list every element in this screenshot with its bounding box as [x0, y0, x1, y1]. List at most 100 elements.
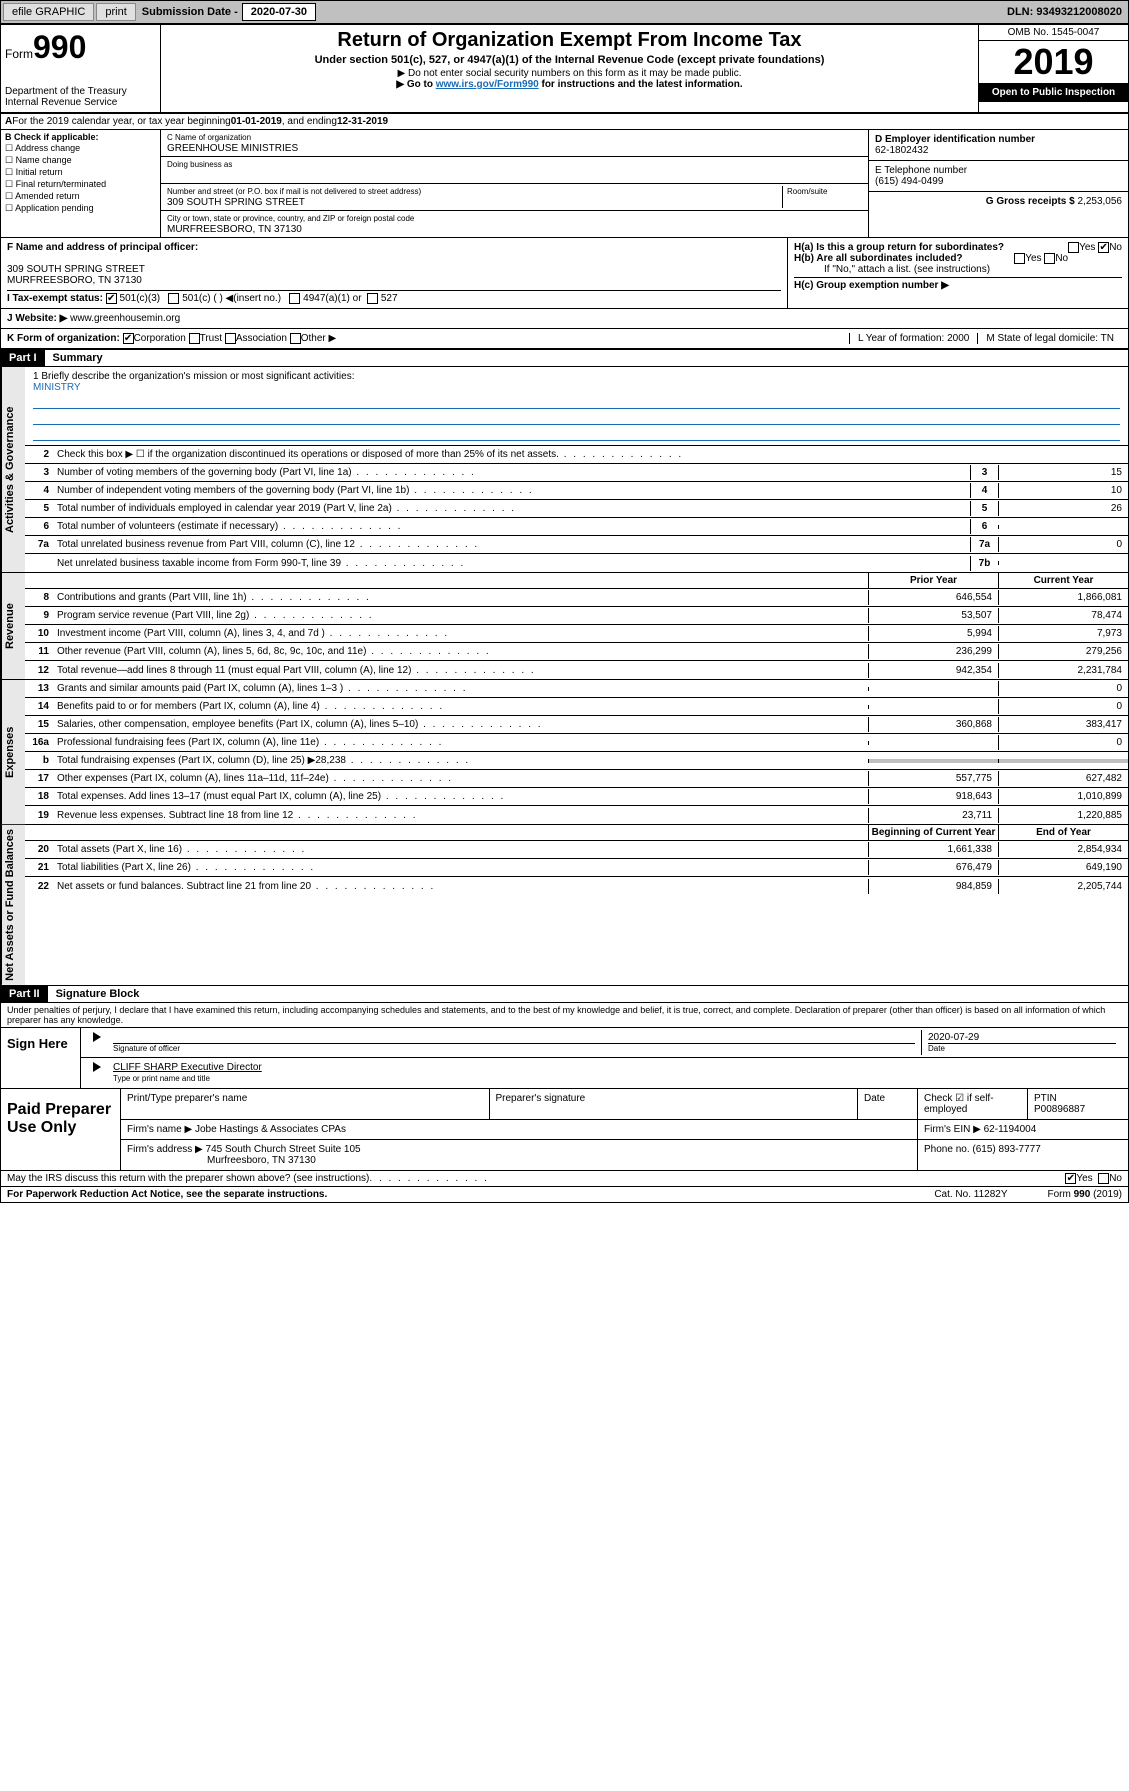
- 527-label: 527: [381, 293, 398, 304]
- print-button[interactable]: print: [96, 3, 135, 21]
- e-label: E Telephone number: [875, 165, 967, 176]
- form-number: 990: [33, 29, 86, 65]
- ha-label: H(a) Is this a group return for subordin…: [794, 242, 1004, 253]
- omb-number: OMB No. 1545-0047: [979, 25, 1128, 41]
- fgh-block: F Name and address of principal officer:…: [1, 238, 1128, 309]
- line-2: 2Check this box ▶ ☐ if the organization …: [25, 446, 1128, 464]
- subtitle-1: Under section 501(c), 527, or 4947(a)(1)…: [165, 54, 974, 66]
- cb-501c3[interactable]: ✔: [106, 293, 117, 304]
- arrow-icon: [93, 1062, 101, 1072]
- line-15: 15Salaries, other compensation, employee…: [25, 716, 1128, 734]
- line-: Net unrelated business taxable income fr…: [25, 554, 1128, 572]
- revenue-section: Revenue Prior YearCurrent Year 8Contribu…: [1, 573, 1128, 680]
- hb-yes[interactable]: [1014, 253, 1025, 264]
- cb-amended[interactable]: ☐ Amended return: [5, 191, 156, 202]
- cb-application-pending[interactable]: ☐ Application pending: [5, 203, 156, 214]
- form-label: Form: [5, 47, 33, 61]
- irs-link[interactable]: www.irs.gov/Form990: [436, 79, 539, 90]
- assoc-label: Association: [236, 333, 287, 344]
- vtab-net-assets: Net Assets or Fund Balances: [1, 825, 25, 985]
- b-label: B Check if applicable:: [5, 132, 99, 142]
- line-18: 18Total expenses. Add lines 13–17 (must …: [25, 788, 1128, 806]
- website-row: J Website: ▶ www.greenhousemin.org: [1, 309, 1128, 329]
- line-10: 10Investment income (Part VIII, column (…: [25, 625, 1128, 643]
- part1-title: Summary: [45, 350, 111, 366]
- firm-phone: (615) 893-7777: [972, 1144, 1040, 1155]
- other-label: Other ▶: [301, 333, 336, 344]
- self-employed-hdr: Check ☑ if self-employed: [918, 1089, 1028, 1119]
- identification-block: B Check if applicable: ☐ Address change …: [1, 130, 1128, 238]
- vtab-expenses: Expenses: [1, 680, 25, 824]
- trust-label: Trust: [200, 333, 222, 344]
- line-22: 22Net assets or fund balances. Subtract …: [25, 877, 1128, 895]
- officer-name: CLIFF SHARP Executive Director: [113, 1062, 262, 1073]
- arrow-icon: [93, 1032, 101, 1042]
- firm-addr-label: Firm's address ▶: [127, 1144, 203, 1155]
- efile-button[interactable]: efile GRAPHIC: [3, 3, 94, 21]
- cb-other[interactable]: [290, 333, 301, 344]
- cb-initial-return[interactable]: ☐ Initial return: [5, 167, 156, 178]
- line-6: 6Total number of volunteers (estimate if…: [25, 518, 1128, 536]
- officer-addr2: MURFREESBORO, TN 37130: [7, 275, 142, 286]
- part1-header-row: Part I Summary: [1, 350, 1128, 367]
- cb-name-change[interactable]: ☐ Name change: [5, 155, 156, 166]
- line-11: 11Other revenue (Part VIII, column (A), …: [25, 643, 1128, 661]
- sign-here-block: Sign Here Signature of officer2020-07-29…: [1, 1027, 1128, 1088]
- cb-501c[interactable]: [168, 293, 179, 304]
- 4947-label: 4947(a)(1) or: [303, 293, 361, 304]
- ha-yes[interactable]: [1068, 242, 1079, 253]
- a-text: For the 2019 calendar year, or tax year …: [12, 116, 230, 127]
- hb-no[interactable]: [1044, 253, 1055, 264]
- 501c3-label: 501(c)(3): [120, 293, 161, 304]
- f-label: F Name and address of principal officer:: [7, 242, 198, 253]
- prep-name-hdr: Print/Type preparer's name: [121, 1089, 490, 1119]
- ha-no[interactable]: ✔: [1098, 242, 1109, 253]
- public-inspection-badge: Open to Public Inspection: [979, 83, 1128, 102]
- cb-final-return[interactable]: ☐ Final return/terminated: [5, 179, 156, 190]
- hb-label: H(b) Are all subordinates included?: [794, 253, 963, 264]
- line-21: 21Total liabilities (Part X, line 26)676…: [25, 859, 1128, 877]
- firm-name-label: Firm's name ▶: [127, 1124, 192, 1135]
- addr-label: Number and street (or P.O. box if mail i…: [167, 187, 421, 196]
- sign-here-label: Sign Here: [1, 1028, 81, 1088]
- part1-badge: Part I: [1, 350, 45, 366]
- hc-label: H(c) Group exemption number ▶: [794, 280, 949, 291]
- vtab-governance: Activities & Governance: [1, 367, 25, 572]
- cb-4947[interactable]: [289, 293, 300, 304]
- cb-527[interactable]: [367, 293, 378, 304]
- ein: 62-1802432: [875, 145, 928, 156]
- j-label: J Website: ▶: [7, 313, 67, 324]
- form-ref: Form 990 (2019): [1048, 1189, 1122, 1200]
- irs-label: Internal Revenue Service: [5, 97, 156, 108]
- a-mid: , and ending: [282, 116, 337, 127]
- current-year-hdr: Current Year: [998, 573, 1128, 588]
- mission-label: 1 Briefly describe the organization's mi…: [33, 371, 1120, 382]
- line-3: 3Number of voting members of the governi…: [25, 464, 1128, 482]
- paperwork-notice: For Paperwork Reduction Act Notice, see …: [7, 1189, 327, 1200]
- year-formation: L Year of formation: 2000: [849, 333, 977, 344]
- d-label: D Employer identification number: [875, 134, 1035, 145]
- row-a-tax-year: A For the 2019 calendar year, or tax yea…: [1, 114, 1128, 130]
- vtab-revenue: Revenue: [1, 573, 25, 679]
- cb-assoc[interactable]: [225, 333, 236, 344]
- form-header: Form990 Department of the Treasury Inter…: [1, 25, 1128, 114]
- a-end: 12-31-2019: [337, 116, 388, 127]
- end-year-hdr: End of Year: [998, 825, 1128, 840]
- cb-trust[interactable]: [189, 333, 200, 344]
- top-toolbar: efile GRAPHIC print Submission Date - 20…: [0, 0, 1129, 24]
- sig-date-label: Date: [928, 1043, 1116, 1053]
- discuss-yes[interactable]: ✔: [1065, 1173, 1076, 1184]
- sig-officer-label: Signature of officer: [113, 1043, 915, 1053]
- state-domicile: M State of legal domicile: TN: [977, 333, 1122, 344]
- form-footer: For Paperwork Reduction Act Notice, see …: [1, 1187, 1128, 1202]
- cb-corp[interactable]: ✔: [123, 333, 134, 344]
- firm-addr: 745 South Church Street Suite 105: [206, 1144, 361, 1155]
- discuss-no[interactable]: [1098, 1173, 1109, 1184]
- cb-address-change[interactable]: ☐ Address change: [5, 143, 156, 154]
- officer-name-label: Type or print name and title: [113, 1074, 210, 1083]
- officer-addr1: 309 SOUTH SPRING STREET: [7, 264, 145, 275]
- line-13: 13Grants and similar amounts paid (Part …: [25, 680, 1128, 698]
- line-12: 12Total revenue—add lines 8 through 11 (…: [25, 661, 1128, 679]
- line-9: 9Program service revenue (Part VIII, lin…: [25, 607, 1128, 625]
- line-14: 14Benefits paid to or for members (Part …: [25, 698, 1128, 716]
